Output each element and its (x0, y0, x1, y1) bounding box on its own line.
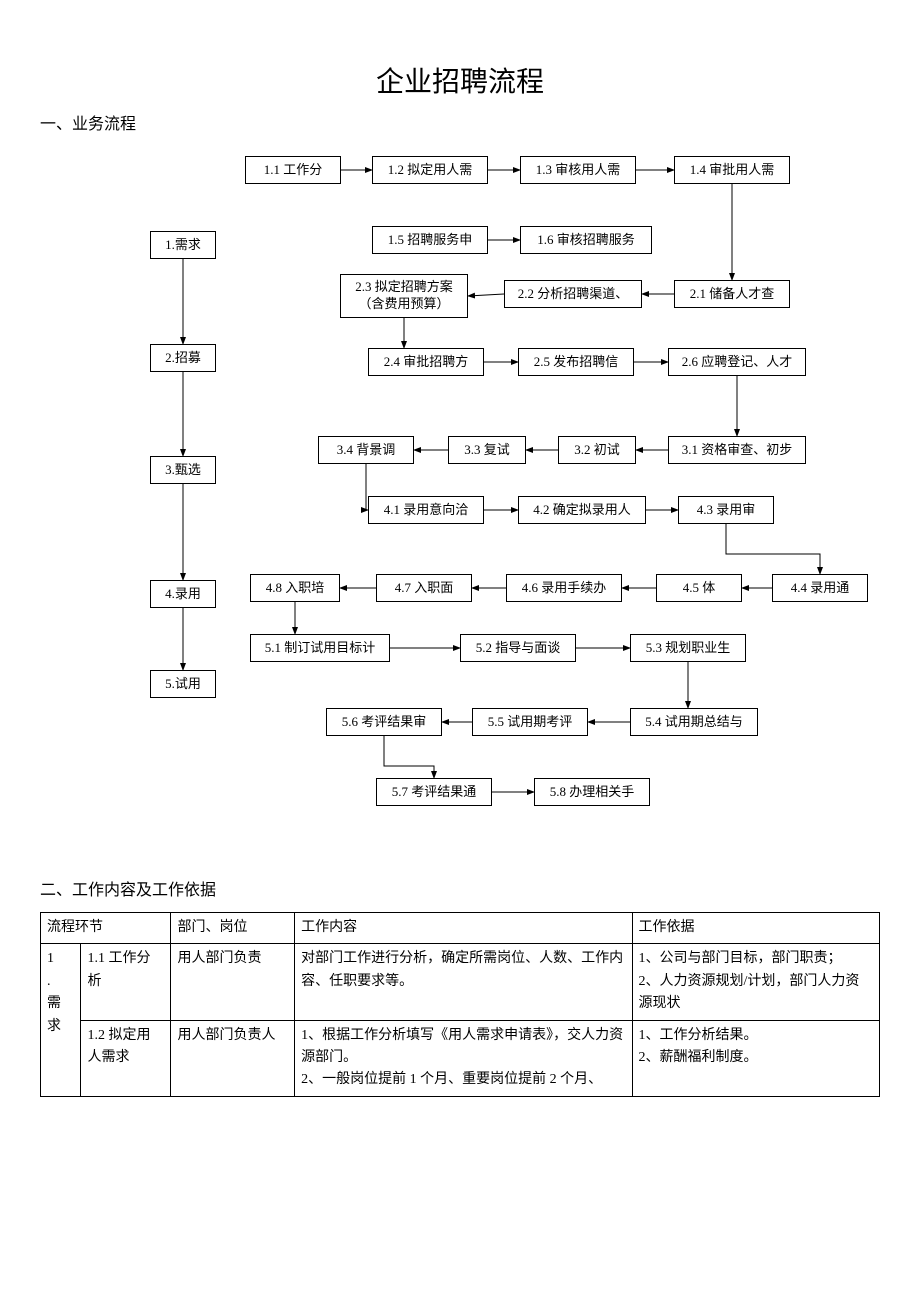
content-table: 流程环节部门、岗位工作内容工作依据 1 . 需 求1.1 工作分析用人部门负责对… (40, 912, 880, 1097)
node-n24: 2.4 审批招聘方 (368, 348, 484, 376)
node-n12: 1.2 拟定用人需 (372, 156, 488, 184)
th-process-step: 流程环节 (41, 913, 171, 944)
node-s5: 5.试用 (150, 670, 216, 698)
node-n25: 2.5 发布招聘信 (518, 348, 634, 376)
table-row: 1 . 需 求1.1 工作分析用人部门负责对部门工作进行分析，确定所需岗位、人数… (41, 944, 880, 1020)
node-n41: 4.1 录用意向洽 (368, 496, 484, 524)
node-s1: 1.需求 (150, 231, 216, 259)
th-col-2: 部门、岗位 (171, 913, 295, 944)
node-n23: 2.3 拟定招聘方案（含费用预算） (340, 274, 468, 318)
th-col-4: 工作依据 (632, 913, 879, 944)
node-n46: 4.6 录用手续办 (506, 574, 622, 602)
node-n33: 3.3 复试 (448, 436, 526, 464)
node-n11: 1.1 工作分 (245, 156, 341, 184)
node-n21: 2.1 储备人才查 (674, 280, 790, 308)
node-n26: 2.6 应聘登记、人才 (668, 348, 806, 376)
node-n45: 4.5 体 (656, 574, 742, 602)
node-n47: 4.7 入职面 (376, 574, 472, 602)
node-n51: 5.1 制订试用目标计 (250, 634, 390, 662)
th-col-3: 工作内容 (295, 913, 632, 944)
page-title: 企业招聘流程 (40, 60, 880, 100)
cell-c4: 1、工作分析结果。 2、薪酬福利制度。 (632, 1020, 879, 1096)
node-s3: 3.甄选 (150, 456, 216, 484)
cell-c3: 1、根据工作分析填写《用人需求申请表》，交人力资源部门。 2、一般岗位提前 1 … (295, 1020, 632, 1096)
node-s4: 4.录用 (150, 580, 216, 608)
cell-c1: 1.2 拟定用人需求 (81, 1020, 171, 1096)
cell-c4: 1、公司与部门目标，部门职责； 2、人力资源规划/计划，部门人力资源现状 (632, 944, 879, 1020)
node-n58: 5.8 办理相关手 (534, 778, 650, 806)
cell-stage: 1 . 需 求 (41, 944, 81, 1096)
cell-c2: 用人部门负责人 (171, 1020, 295, 1096)
section-1-heading: 一、业务流程 (40, 110, 880, 134)
node-n34: 3.4 背景调 (318, 436, 414, 464)
node-n54: 5.4 试用期总结与 (630, 708, 758, 736)
node-n48: 4.8 入职培 (250, 574, 340, 602)
node-s2: 2.招募 (150, 344, 216, 372)
table-row: 1.2 拟定用人需求用人部门负责人1、根据工作分析填写《用人需求申请表》，交人力… (41, 1020, 880, 1096)
node-n56: 5.6 考评结果审 (326, 708, 442, 736)
node-n43: 4.3 录用审 (678, 496, 774, 524)
section-2-heading: 二、工作内容及工作依据 (40, 876, 880, 900)
node-n42: 4.2 确定拟录用人 (518, 496, 646, 524)
node-n15: 1.5 招聘服务申 (372, 226, 488, 254)
cell-c2: 用人部门负责 (171, 944, 295, 1020)
node-n44: 4.4 录用通 (772, 574, 868, 602)
node-n53: 5.3 规划职业生 (630, 634, 746, 662)
node-n22: 2.2 分析招聘渠道、 (504, 280, 642, 308)
flowchart: 1.需求 2.招募 3.甄选 4.录用 5.试用 1.1 工作分 1.2 拟定用人需 1.3 … (50, 146, 870, 846)
node-n52: 5.2 指导与面谈 (460, 634, 576, 662)
cell-c1: 1.1 工作分析 (81, 944, 171, 1020)
node-n13: 1.3 审核用人需 (520, 156, 636, 184)
node-n31: 3.1 资格审查、初步 (668, 436, 806, 464)
node-n16: 1.6 审核招聘服务 (520, 226, 652, 254)
node-n32: 3.2 初试 (558, 436, 636, 464)
cell-c3: 对部门工作进行分析，确定所需岗位、人数、工作内容、任职要求等。 (295, 944, 632, 1020)
node-n57: 5.7 考评结果通 (376, 778, 492, 806)
node-n55: 5.5 试用期考评 (472, 708, 588, 736)
node-n14: 1.4 审批用人需 (674, 156, 790, 184)
